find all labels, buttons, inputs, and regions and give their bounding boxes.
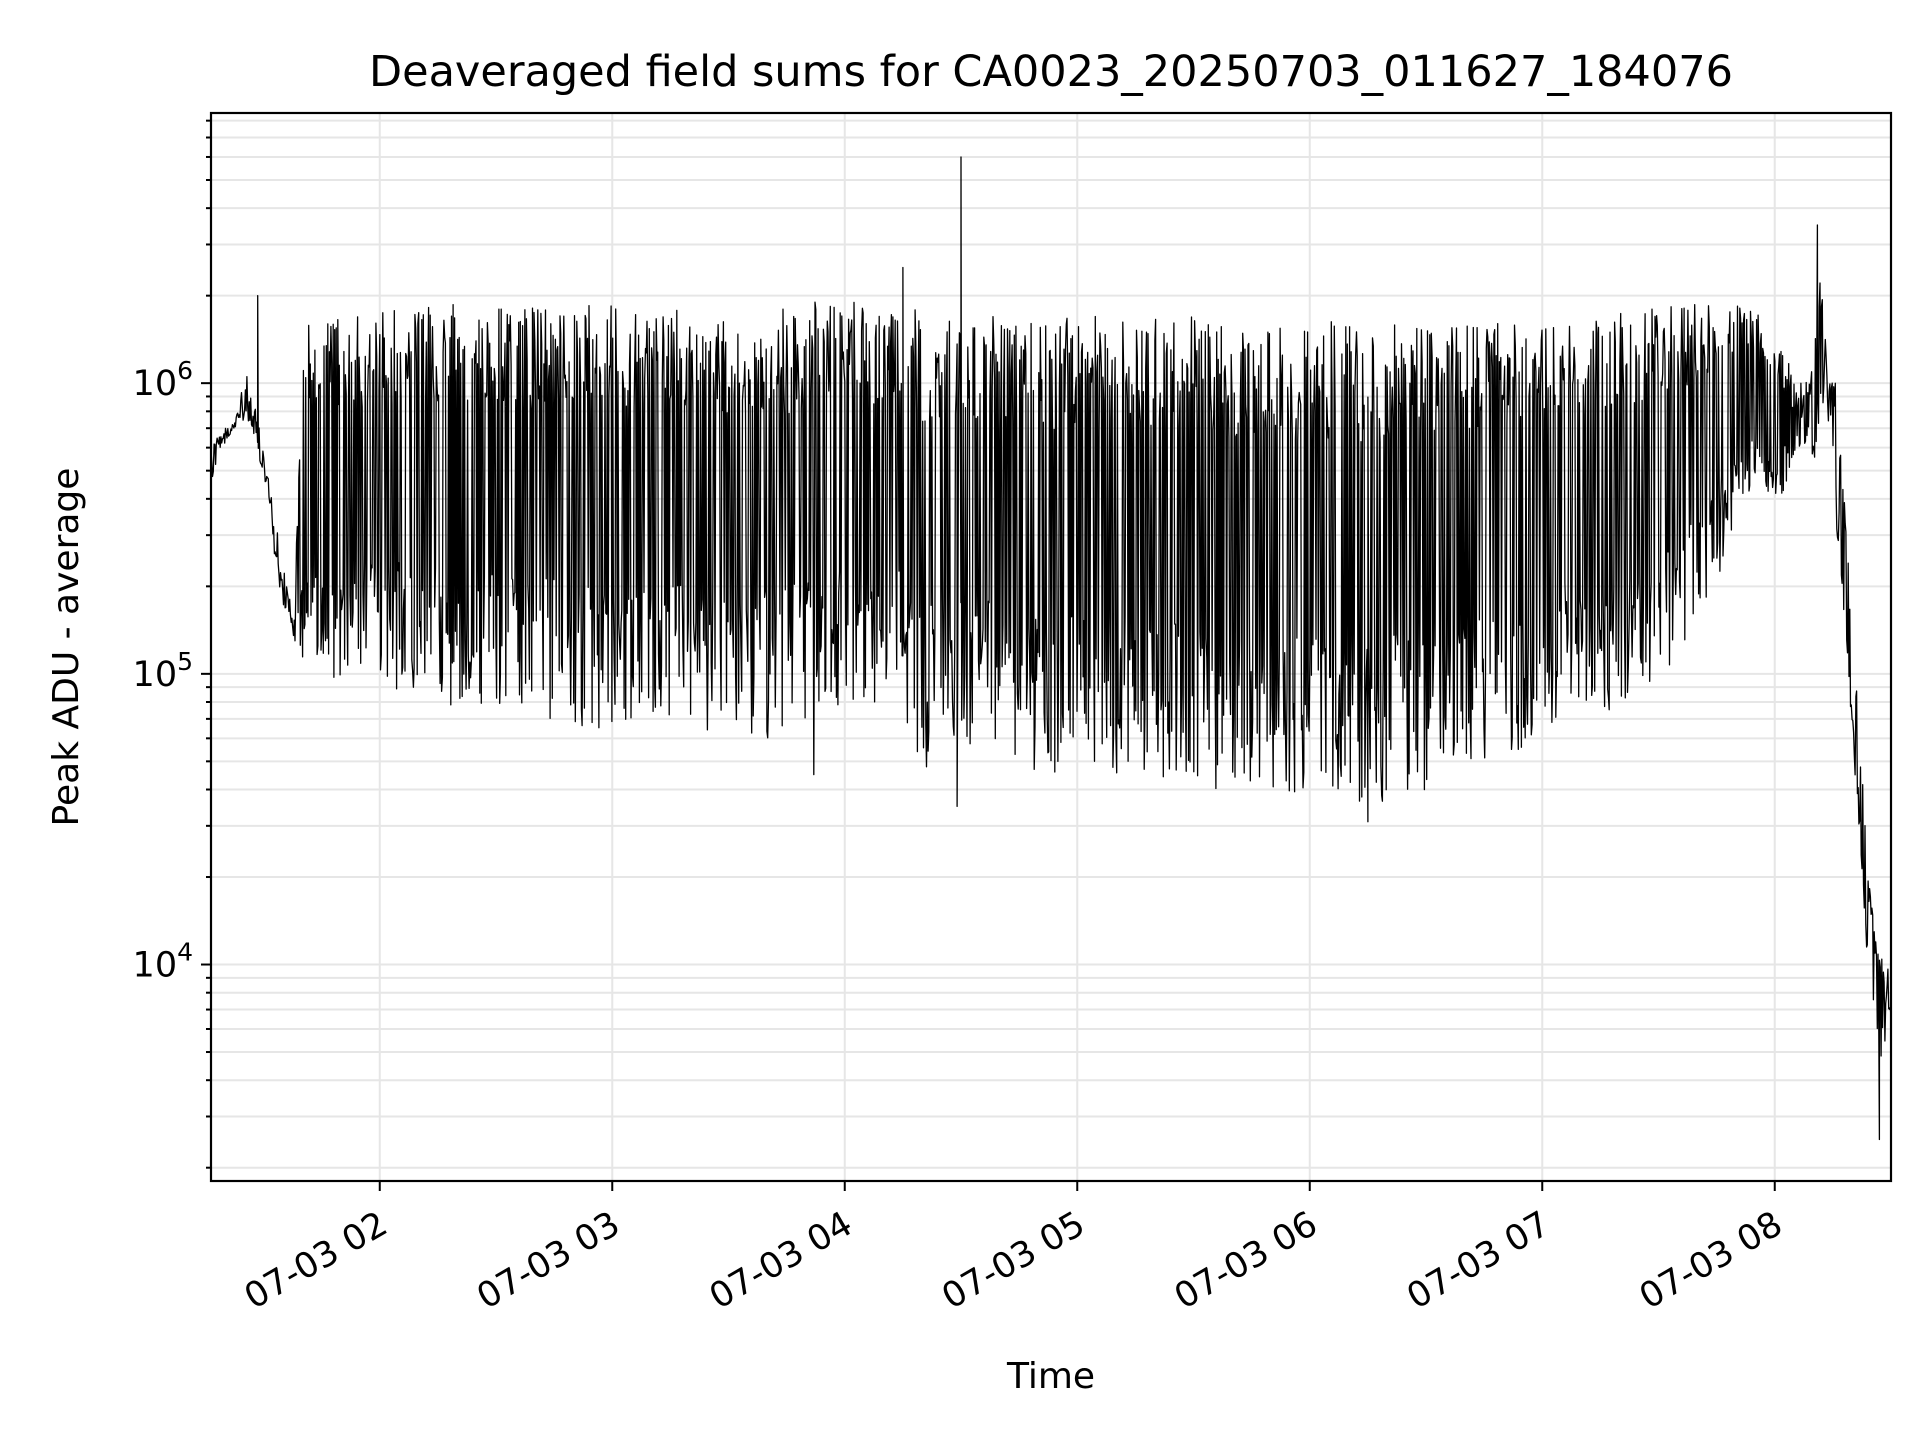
x-tick-label: 07-03 06 [1168, 1204, 1324, 1317]
y-tick-label: 105 [133, 647, 193, 695]
plot-area [209, 111, 1893, 1183]
x-tick-label: 07-03 07 [1400, 1204, 1556, 1317]
series-line [210, 156, 1892, 1141]
x-axis-label: Time [1006, 1356, 1095, 1397]
y-tick-label: 104 [133, 938, 193, 986]
x-tick-label: 07-03 08 [1633, 1204, 1789, 1317]
x-tick-label: 07-03 04 [703, 1204, 859, 1317]
series-layer [210, 156, 1892, 1141]
y-tick-label: 106 [133, 356, 193, 404]
y-axis-label: Peak ADU - average [46, 468, 87, 827]
x-tick-label: 07-03 05 [935, 1204, 1091, 1317]
chart-title: Deaveraged field sums for CA0023_2025070… [369, 47, 1733, 97]
x-tick-label: 07-03 02 [238, 1204, 394, 1317]
x-tick-label: 07-03 03 [470, 1204, 626, 1317]
